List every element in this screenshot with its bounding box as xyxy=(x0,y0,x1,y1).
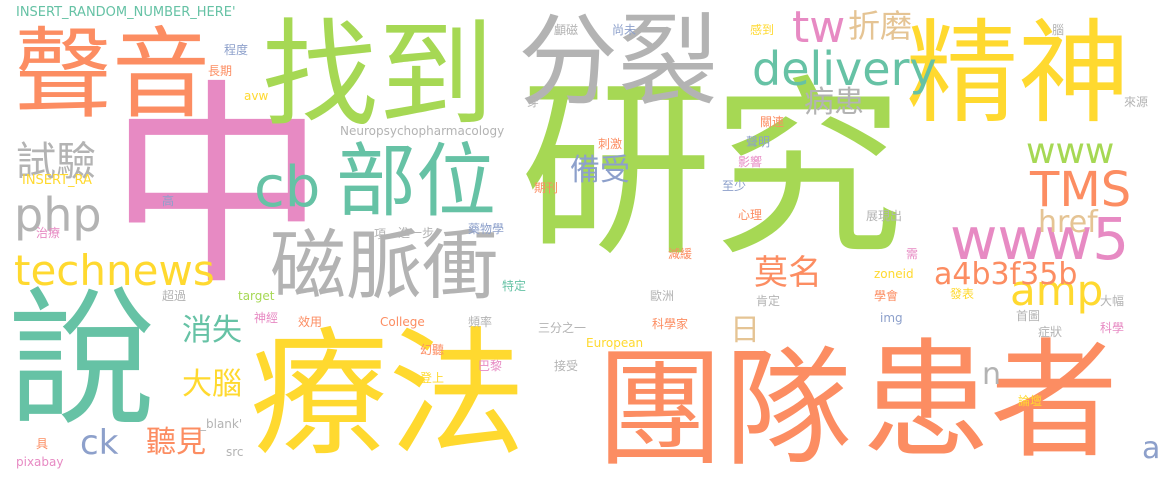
word-n: n xyxy=(982,357,1002,392)
word-college: College xyxy=(380,315,425,329)
word-fenlie: 分裂 xyxy=(518,3,718,120)
word-buwei: 部位 xyxy=(336,135,496,228)
word-neuropsychopharmacology: Neuropsychopharmacology xyxy=(340,124,505,138)
word-tuandui: 團隊 xyxy=(596,335,853,482)
word-zhaodao: 找到 xyxy=(262,8,494,143)
word-gandao: 感到 xyxy=(750,23,775,37)
word-zhiliao: 治療 xyxy=(36,226,61,240)
word-ck: ck xyxy=(80,423,119,463)
word-avw: avw xyxy=(244,89,269,103)
word-xiaoshi: 消失 xyxy=(182,313,242,348)
word-xuehui: 學會 xyxy=(874,289,899,303)
word-cb: cb xyxy=(254,155,321,220)
word-yaowuxue: 藥物學 xyxy=(468,222,505,236)
word-blank: _blank' xyxy=(200,417,243,431)
word-dafu: 大幅 xyxy=(1100,294,1125,308)
word-php: php xyxy=(14,188,102,242)
word-pixabay: pixabay xyxy=(16,455,64,469)
word-yingxiang: 影響 xyxy=(738,155,763,169)
word-european: European xyxy=(586,336,644,350)
word-shengming: 聲明 xyxy=(746,135,771,149)
word-jingshen: 精神 xyxy=(906,9,1130,139)
word-shuo: 說 xyxy=(8,274,156,446)
word-xu: 需 xyxy=(906,247,919,261)
word-chuan: 穿 xyxy=(527,95,540,109)
word-shengyin: 聲音 xyxy=(14,18,211,132)
word-changqi: 長期 xyxy=(208,64,233,78)
word-sanfenzhiyi: 三分之一 xyxy=(538,321,587,335)
word-liaofa: 療法 xyxy=(250,314,527,475)
word-kexue: 科學 xyxy=(1100,321,1125,335)
word-a: a xyxy=(1142,431,1161,466)
word-chaoguo: 超過 xyxy=(162,289,187,303)
word-fabiao: 發表 xyxy=(950,287,975,301)
word-beishou: 備受 xyxy=(570,153,630,188)
word-huanzhe: 患者 xyxy=(862,327,1119,476)
word-src: src xyxy=(226,445,244,459)
word-yanjiu: 研究 xyxy=(520,60,904,283)
word-huanting: 幻聽 xyxy=(420,343,445,357)
word-zhishao: 至少 xyxy=(722,179,747,193)
word-tms: TMS xyxy=(1030,162,1132,218)
word-jianhuan: 減緩 xyxy=(668,247,693,261)
word-luntan: 論壇 xyxy=(1018,394,1043,408)
word-binghuan: 病患 xyxy=(804,85,864,120)
word-lucidi: 顱磁 xyxy=(554,23,579,37)
word-delivery: delivery xyxy=(752,42,937,96)
word-xiang: 項 xyxy=(374,227,387,241)
word-zhemo: 折磨 xyxy=(848,7,913,45)
word-tw: tw xyxy=(792,2,846,53)
word-www: www xyxy=(1026,131,1115,172)
word-technews: technews xyxy=(14,246,215,295)
word-href: href xyxy=(1038,205,1098,240)
word-laiyuan: 來源 xyxy=(1124,95,1149,109)
word-dengshang: 登上 xyxy=(420,371,445,385)
word-insert-random-number: INSERT_RANDOM_NUMBER_HERE' xyxy=(16,5,236,20)
word-shoutu: 首圖 xyxy=(1016,309,1041,323)
word-shangwei: 尚未 xyxy=(612,23,637,37)
word-cimaichong: 磁脈衝 xyxy=(270,221,498,310)
word-www5: www5 xyxy=(950,205,1130,273)
word-a4b3f35b: a4b3f35b xyxy=(934,257,1078,292)
word-target: target xyxy=(238,289,275,303)
word-gao: 高 xyxy=(162,194,175,208)
word-zhanxianchu: 展現出 xyxy=(866,209,903,223)
word-danao: 大腦 xyxy=(182,367,242,402)
word-amp: amp xyxy=(1010,266,1104,315)
word-xiaoyong: 效用 xyxy=(298,315,323,329)
word-xinli: 心理 xyxy=(738,208,763,222)
word-jinyibu: 進一步 xyxy=(398,226,435,240)
word-ri: 日 xyxy=(730,313,760,348)
word-chengdu: 程度 xyxy=(224,43,249,57)
word-kending: 肯定 xyxy=(756,294,781,308)
word-ju: 具 xyxy=(36,437,49,451)
word-ciji: 刺激 xyxy=(598,137,623,151)
word-img: img xyxy=(880,311,903,325)
word-moming: 莫名 xyxy=(754,253,822,293)
word-kexuejia: 科學家 xyxy=(652,317,689,331)
word-ouzhou: 歐洲 xyxy=(650,289,675,303)
word-nao: 腦 xyxy=(1052,23,1065,37)
word-pinlu: 頻率 xyxy=(468,315,493,329)
word-zhong: 中 xyxy=(108,62,326,315)
word-shiyan: 試驗 xyxy=(16,139,96,185)
word-shenjing: 神經 xyxy=(254,311,279,325)
word-zoneid: zoneid xyxy=(874,267,914,281)
word-jieshou: 接受 xyxy=(554,359,579,373)
word-qikan: 期刊 xyxy=(534,181,559,195)
word-guanlian: 關連 xyxy=(760,115,785,129)
word-insert-ra: INSERT_RA xyxy=(22,173,92,188)
word-teding: 特定 xyxy=(502,279,527,293)
word-bali: 巴黎 xyxy=(478,359,503,373)
word-zhengzhuang: 症狀 xyxy=(1038,325,1063,339)
word-tingjian: 聽見 xyxy=(146,425,206,460)
